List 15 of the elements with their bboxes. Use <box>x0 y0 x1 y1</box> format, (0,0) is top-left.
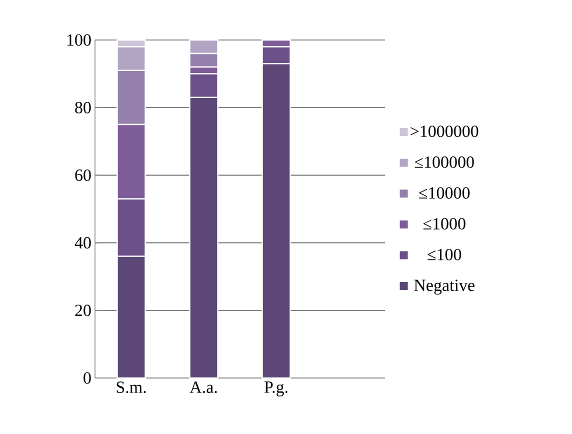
legend-label: >1000000 <box>410 126 478 138</box>
y-tick-label: 20 <box>75 304 91 316</box>
legend-label: ≤100 <box>428 248 462 260</box>
y-tick-label: 0 <box>84 372 91 384</box>
y-tick-label: 80 <box>75 102 91 114</box>
x-tick-label: A.a. <box>190 382 217 393</box>
y-tick-label: 100 <box>67 34 91 46</box>
y-tick-label: 40 <box>74 237 91 249</box>
legend-label: ≤1000 <box>423 218 466 230</box>
x-tick-label: S.m. <box>116 382 146 394</box>
y-tick-label: 60 <box>75 169 91 181</box>
x-tick-label: P.g. <box>264 382 288 396</box>
legend-label: ≤100000 <box>414 156 474 168</box>
legend-label: Negative <box>414 280 474 295</box>
legend-label: ≤10000 <box>419 187 470 199</box>
